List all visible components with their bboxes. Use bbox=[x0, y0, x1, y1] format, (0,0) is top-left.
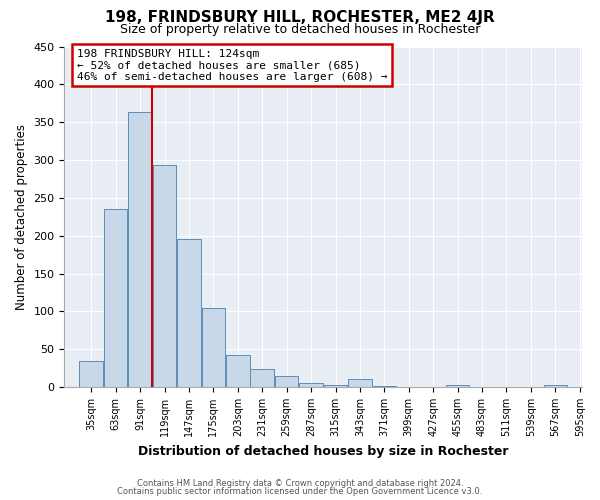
Bar bbox=[544, 385, 567, 387]
Bar bbox=[153, 166, 176, 387]
Y-axis label: Number of detached properties: Number of detached properties bbox=[15, 124, 28, 310]
Bar bbox=[275, 376, 298, 387]
Bar bbox=[104, 209, 127, 387]
Bar bbox=[128, 112, 152, 387]
Text: 198, FRINDSBURY HILL, ROCHESTER, ME2 4JR: 198, FRINDSBURY HILL, ROCHESTER, ME2 4JR bbox=[105, 10, 495, 25]
Text: Contains HM Land Registry data © Crown copyright and database right 2024.: Contains HM Land Registry data © Crown c… bbox=[137, 478, 463, 488]
Bar bbox=[79, 360, 103, 387]
Bar bbox=[373, 386, 396, 387]
Bar bbox=[348, 378, 372, 387]
Bar bbox=[177, 238, 201, 387]
Bar bbox=[202, 308, 225, 387]
Bar bbox=[250, 369, 274, 387]
Text: Contains public sector information licensed under the Open Government Licence v3: Contains public sector information licen… bbox=[118, 487, 482, 496]
Bar bbox=[324, 385, 347, 387]
Bar bbox=[299, 384, 323, 387]
Text: Size of property relative to detached houses in Rochester: Size of property relative to detached ho… bbox=[120, 22, 480, 36]
Bar bbox=[446, 385, 469, 387]
Text: 198 FRINDSBURY HILL: 124sqm
← 52% of detached houses are smaller (685)
46% of se: 198 FRINDSBURY HILL: 124sqm ← 52% of det… bbox=[77, 49, 387, 82]
X-axis label: Distribution of detached houses by size in Rochester: Distribution of detached houses by size … bbox=[138, 444, 509, 458]
Bar bbox=[226, 354, 250, 387]
